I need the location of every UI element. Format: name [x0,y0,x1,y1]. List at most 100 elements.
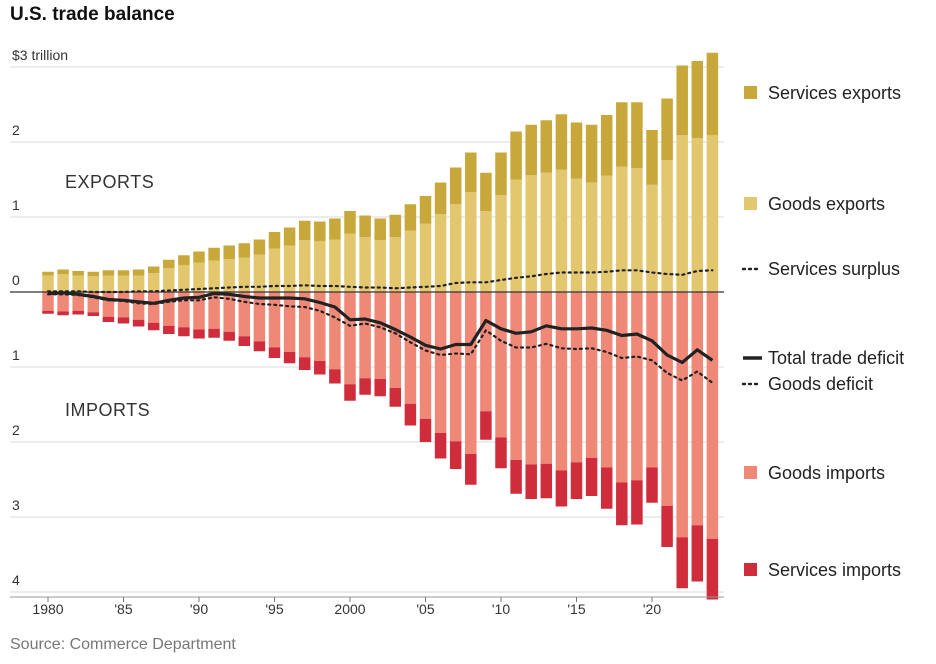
bar-services-imports [449,441,462,469]
bar-goods-exports [465,192,477,292]
exports-region-label: EXPORTS [65,172,154,192]
bar-goods-imports [374,292,386,379]
bar-goods-imports [646,292,658,468]
bar-services-imports [57,311,69,316]
x-tick-label: 1980 [32,601,63,617]
bar-services-exports [510,131,522,180]
bar-services-imports [163,325,175,334]
bar-services-exports [434,182,447,214]
bar-goods-exports [87,276,100,292]
y-tick-label: 0 [12,272,20,288]
bar-services-exports [253,239,266,255]
bar-services-exports [585,124,598,183]
bar-goods-imports [132,292,145,320]
bar-services-exports [268,232,281,249]
legend-swatch [744,86,757,99]
bar-goods-imports [72,292,84,311]
bar-goods-exports [57,274,69,292]
bar-services-exports [389,214,402,238]
bar-goods-exports [404,230,417,292]
source-note: Source: Commerce Department [10,636,236,653]
bar-goods-imports [329,292,341,370]
bar-goods-exports [631,168,643,292]
y-tick-label: 1 [12,347,20,363]
bar-goods-imports [480,292,492,412]
bar-services-exports [419,196,432,224]
y-tick-label: 2 [12,122,20,138]
goods-deficit-line [46,293,714,384]
bar-services-imports [238,336,251,346]
bar-goods-imports [238,292,251,337]
bar-services-exports [178,255,190,265]
bar-goods-exports [495,195,507,292]
bar-goods-imports [193,292,205,330]
bar-services-exports [404,204,417,231]
bar-services-exports [132,269,145,276]
bar-services-exports [495,152,507,196]
x-tick-label: 2000 [334,601,365,617]
bar-services-imports [374,379,386,397]
bar-services-exports [314,221,326,241]
bar-services-imports [87,312,100,316]
bar-services-exports [691,61,704,139]
legend-swatch [744,563,757,576]
bar-goods-exports [706,135,719,292]
x-tick-label: '85 [114,601,132,617]
bar-goods-exports [314,241,326,292]
y-tick-label: 4 [12,572,20,588]
bar-services-imports [283,352,296,364]
bar-services-exports [525,124,537,175]
bar-goods-exports [419,223,432,292]
bar-services-imports [208,328,220,338]
bar-services-imports [389,388,402,407]
bar-goods-imports [691,292,704,526]
x-tick-label: '15 [567,601,585,617]
bar-goods-imports [631,292,643,481]
bar-services-imports [359,378,371,395]
bar-goods-imports [163,292,175,326]
bar-goods-exports [147,273,160,292]
bar-goods-exports [449,204,462,292]
bar-goods-exports [178,265,190,292]
bar-goods-exports [540,172,553,292]
bar-goods-imports [268,292,281,348]
bar-services-imports [223,331,235,341]
bar-goods-exports [329,239,341,292]
bar-goods-imports [676,292,688,538]
bar-goods-exports [132,275,145,292]
y-tick-label: 1 [12,197,20,213]
bar-services-exports [465,152,477,193]
bar-goods-imports [253,292,266,342]
bar-services-exports [555,114,568,170]
bar-services-exports [298,220,311,241]
bar-goods-imports [298,292,311,358]
bar-services-imports [298,357,311,370]
bar-services-imports [480,411,492,440]
bar-goods-exports [525,175,537,292]
bar-goods-imports [223,292,235,332]
bar-goods-exports [42,275,54,292]
bar-goods-exports [223,259,235,292]
bar-services-imports [510,460,522,494]
bar-goods-exports [268,248,281,292]
bar-services-exports [193,251,205,263]
bar-goods-imports [389,292,402,388]
legend-label: Goods imports [768,463,885,483]
bar-services-imports [72,310,84,315]
bar-services-exports [344,211,356,234]
bar-services-exports [57,269,69,274]
bar-goods-imports [147,292,160,323]
bar-goods-imports [208,292,220,329]
bar-services-imports [329,369,341,384]
legend-label: Goods deficit [768,374,873,394]
bar-services-exports [646,130,658,185]
bar-goods-imports [419,292,432,419]
bar-goods-imports [87,292,100,313]
bar-goods-exports [661,160,673,292]
bar-goods-exports [676,135,688,292]
bar-services-exports [238,243,251,258]
bar-goods-exports [600,175,613,292]
bar-services-imports [434,433,447,459]
y-tick-label: $3 trillion [12,47,68,63]
bar-services-imports [147,322,160,331]
